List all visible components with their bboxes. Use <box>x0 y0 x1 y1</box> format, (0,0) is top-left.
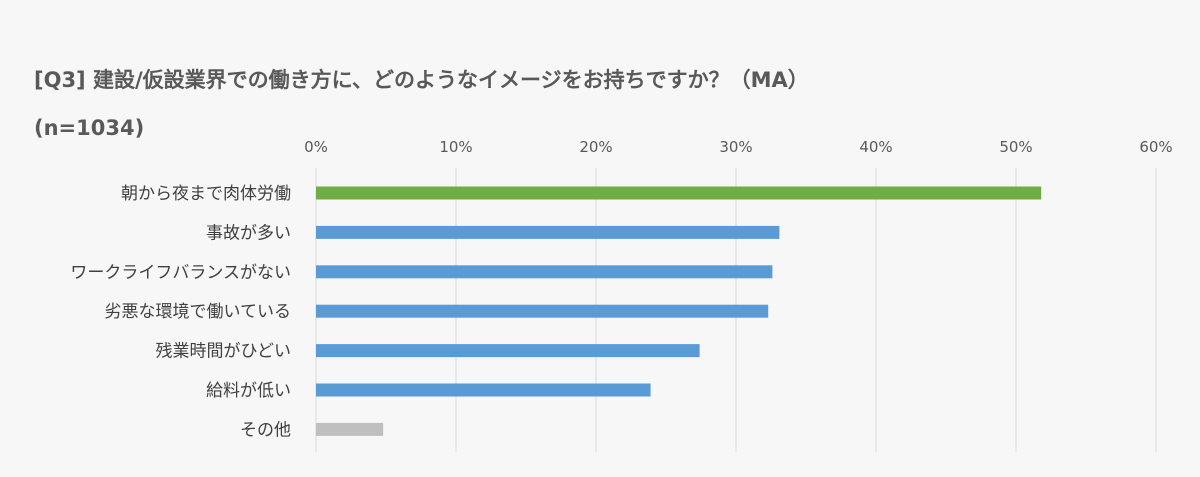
x-tick-label: 50% <box>999 138 1032 156</box>
bar <box>316 225 780 239</box>
category-label: 劣悪な環境で働いている <box>105 302 292 322</box>
category-label: 朝から夜まで肉体労働 <box>121 184 291 204</box>
category-label: その他 <box>240 420 291 440</box>
x-tick-label: 0% <box>304 138 328 156</box>
x-tick-label: 60% <box>1139 138 1172 156</box>
category-label: 給料が低い <box>206 381 291 401</box>
bar <box>316 383 651 397</box>
category-label: ワークライフバランスがない <box>70 263 291 283</box>
x-tick-label: 30% <box>719 138 752 156</box>
chart-subtitle: (n=1034) <box>34 116 145 140</box>
category-label: 事故が多い <box>206 223 291 243</box>
category-label: 残業時間がひどい <box>156 342 292 362</box>
x-tick-label: 40% <box>859 138 892 156</box>
x-tick-label: 20% <box>579 138 612 156</box>
bar <box>316 186 1042 200</box>
bar <box>316 265 773 279</box>
chart-title: [Q3] 建設/仮設業界での働き方に、どのようなイメージをお持ちですか？（MA） <box>34 68 809 92</box>
bar <box>316 344 700 358</box>
x-tick-label: 10% <box>439 138 472 156</box>
bar <box>316 422 384 436</box>
bar <box>316 304 769 318</box>
